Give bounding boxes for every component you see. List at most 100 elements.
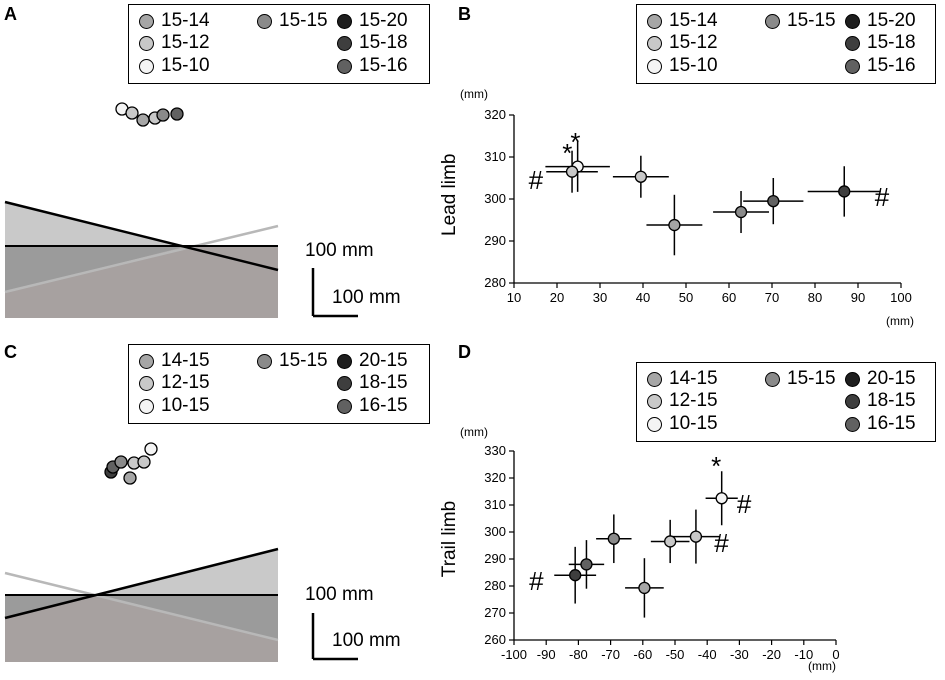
legend-item: 15-14 [139, 10, 210, 32]
legend-label: 15-10 [161, 55, 210, 76]
legend-label: 10-15 [669, 413, 718, 434]
x-tick-label: -50 [665, 647, 685, 662]
legend-swatch [337, 58, 352, 74]
legend-item: 15-15 [765, 10, 836, 32]
legend-d: 14-15 15-15 20-15 12-15 18-15 10-15 16-15 [636, 362, 936, 442]
legend-item: 15-10 [139, 55, 210, 77]
x-tick-label: 90 [850, 290, 866, 305]
y-tick-label: 310 [484, 149, 506, 164]
legend-item: 20-15 [337, 350, 408, 372]
legend-label: 12-15 [161, 372, 210, 393]
legend-swatch [845, 58, 860, 74]
x-tick-label: 30 [592, 290, 608, 305]
point-15-15 [646, 194, 703, 256]
legend-a: 15-14 15-15 15-20 15-12 15-18 15-10 15-16 [128, 4, 430, 84]
legend-swatch [647, 35, 662, 51]
legend-item: 15-10 [647, 55, 718, 77]
legend-swatch [845, 371, 860, 387]
chart-d-x-unit: (mm) [808, 659, 836, 673]
y-tick-label: 300 [484, 524, 506, 539]
legend-swatch [257, 13, 272, 29]
x-tick-label: -60 [633, 647, 653, 662]
dot-15-18 [170, 107, 184, 121]
scale-label-c-vertical: 100 mm [305, 584, 374, 605]
point-14-15 [650, 519, 690, 564]
legend-swatch [647, 416, 662, 432]
legend-swatch [647, 371, 662, 387]
y-tick-label: 330 [484, 443, 506, 458]
legend-item: 16-15 [337, 395, 408, 417]
x-tick-label: -30 [729, 647, 749, 662]
significance-hash: # [528, 165, 544, 196]
legend-swatch [139, 353, 154, 369]
legend-label: 15-12 [669, 32, 718, 53]
data-point [838, 185, 851, 198]
legend-swatch [139, 398, 154, 414]
x-tick-label: 60 [721, 290, 737, 305]
legend-label: 15-18 [867, 32, 916, 53]
band-a-dark [5, 246, 278, 318]
legend-label: 15-20 [359, 10, 408, 31]
x-tick-label: 10 [506, 290, 522, 305]
panel-c-foot-dots [104, 442, 158, 485]
x-tick-label: 20 [549, 290, 565, 305]
legend-label: 18-15 [867, 390, 916, 411]
x-tick-label: 70 [764, 290, 780, 305]
legend-swatch [647, 58, 662, 74]
legend-label: 15-18 [359, 32, 408, 53]
data-point [638, 581, 651, 595]
legend-item: 15-12 [139, 32, 210, 54]
significance-star: * [562, 137, 573, 168]
panel-letter-b: B [458, 4, 471, 24]
scale-label-c-horizontal: 100 mm [332, 630, 401, 651]
legend-swatch [765, 371, 780, 387]
legend-b: 15-14 15-15 15-20 15-12 15-18 15-10 15-16 [636, 4, 936, 84]
data-point [767, 194, 780, 208]
point-15-12 [546, 150, 598, 193]
data-point [664, 535, 677, 548]
legend-swatch [845, 13, 860, 29]
data-point [734, 205, 748, 219]
legend-item: 15-16 [337, 55, 408, 77]
dot-15-12 [125, 106, 139, 120]
point-16-15 [596, 514, 632, 564]
legend-label: 15-15 [787, 10, 836, 31]
scale-label-a-vertical: 100 mm [305, 240, 374, 261]
x-tick-label: 0 [832, 647, 840, 662]
point-15-16 [713, 191, 769, 234]
legend-swatch [647, 393, 662, 409]
legend-item: 10-15 [647, 413, 718, 435]
legend-swatch [337, 398, 352, 414]
legend-label: 16-15 [867, 413, 916, 434]
legend-swatch [139, 35, 154, 51]
chart-d-y-label: Trail limb [439, 500, 460, 578]
legend-item: 15-16 [845, 55, 916, 77]
legend-label: 15-15 [787, 368, 836, 389]
line-a-steep [4, 200, 279, 272]
chart-b-x-unit: (mm) [886, 314, 914, 328]
significance-hash: # [714, 527, 729, 558]
legend-swatch [845, 35, 860, 51]
legend-swatch [337, 35, 352, 51]
x-tick-label: 100 [890, 290, 912, 305]
legend-item: 15-20 [337, 10, 408, 32]
legend-swatch [845, 393, 860, 409]
legend-label: 16-15 [359, 395, 408, 416]
legend-label: 14-15 [669, 368, 718, 389]
x-tick-label: -80 [568, 647, 588, 662]
x-tick-label: 80 [807, 290, 823, 305]
y-tick-label: 290 [484, 551, 506, 566]
point-10-15 [705, 471, 738, 526]
legend-item: 15-14 [647, 10, 718, 32]
x-tick-label: -40 [697, 647, 717, 662]
data-point [668, 218, 681, 232]
legend-label: 15-14 [669, 10, 718, 31]
band-c-dark [5, 595, 278, 662]
data-point [565, 165, 579, 178]
y-tick-label: 280 [484, 578, 506, 593]
legend-label: 15-20 [867, 10, 916, 31]
line-c-gray [4, 571, 279, 642]
legend-label: 10-15 [161, 395, 210, 416]
